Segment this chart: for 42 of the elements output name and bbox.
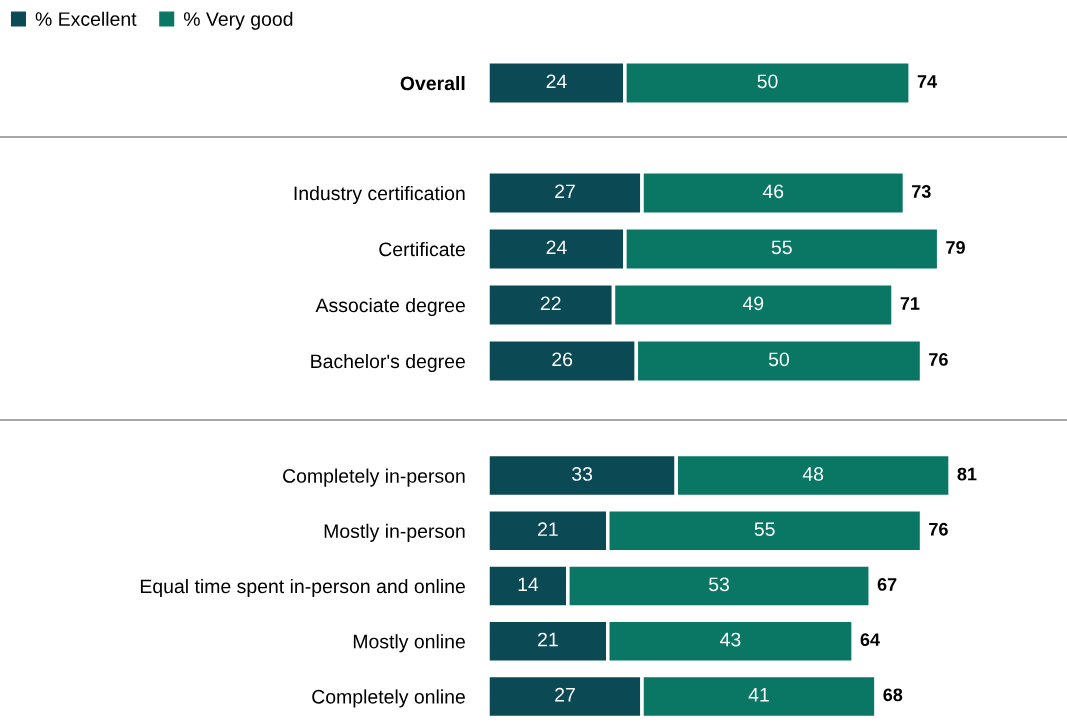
y-tick-label: Bachelor's degree bbox=[311, 353, 465, 373]
data-label: 48 bbox=[802, 467, 824, 481]
data-label: 49 bbox=[742, 296, 764, 311]
total-label: 81 bbox=[957, 467, 977, 481]
data-label: 55 bbox=[754, 522, 775, 537]
data-label: 22 bbox=[540, 296, 561, 311]
legend-label: % Very good bbox=[183, 11, 293, 30]
y-tick-label: Associate degree bbox=[315, 297, 465, 317]
data-label: 27 bbox=[555, 687, 575, 702]
data-label: 55 bbox=[771, 240, 792, 255]
total-label: 76 bbox=[929, 353, 948, 366]
data-label: 27 bbox=[555, 184, 575, 199]
total-label: 64 bbox=[860, 633, 880, 647]
data-label: 21 bbox=[538, 632, 558, 647]
total-label: 74 bbox=[917, 75, 937, 88]
data-label: 50 bbox=[757, 74, 778, 89]
data-label: 14 bbox=[518, 577, 539, 592]
data-label: 46 bbox=[762, 184, 784, 199]
legend-label: % Excellent bbox=[35, 11, 137, 26]
data-label: 33 bbox=[572, 467, 593, 481]
total-label: 76 bbox=[929, 522, 948, 536]
y-tick-label: Completely in-person bbox=[283, 468, 465, 487]
total-label: 73 bbox=[912, 185, 931, 198]
data-label: 43 bbox=[720, 632, 741, 647]
total-label: 68 bbox=[883, 688, 903, 702]
y-tick-label: Mostly in-person bbox=[324, 523, 465, 542]
data-label: 24 bbox=[546, 240, 567, 255]
data-label: 24 bbox=[546, 74, 567, 89]
y-tick-label: Mostly online bbox=[353, 634, 465, 653]
y-tick-label: Completely online bbox=[312, 689, 465, 708]
y-tick-label: Equal time spent in-person and online bbox=[140, 578, 465, 598]
data-label: 50 bbox=[768, 352, 789, 367]
y-tick-label: Certificate bbox=[379, 241, 465, 257]
data-label: 21 bbox=[538, 522, 558, 536]
y-tick-label: Industry certification bbox=[294, 185, 465, 205]
total-label: 79 bbox=[946, 241, 965, 254]
data-label: 26 bbox=[552, 352, 573, 367]
total-label: 71 bbox=[900, 297, 920, 310]
total-label: 67 bbox=[877, 578, 897, 591]
data-label: 41 bbox=[748, 688, 769, 702]
data-label: 53 bbox=[708, 577, 729, 592]
y-tick-label: Overall bbox=[400, 75, 465, 91]
